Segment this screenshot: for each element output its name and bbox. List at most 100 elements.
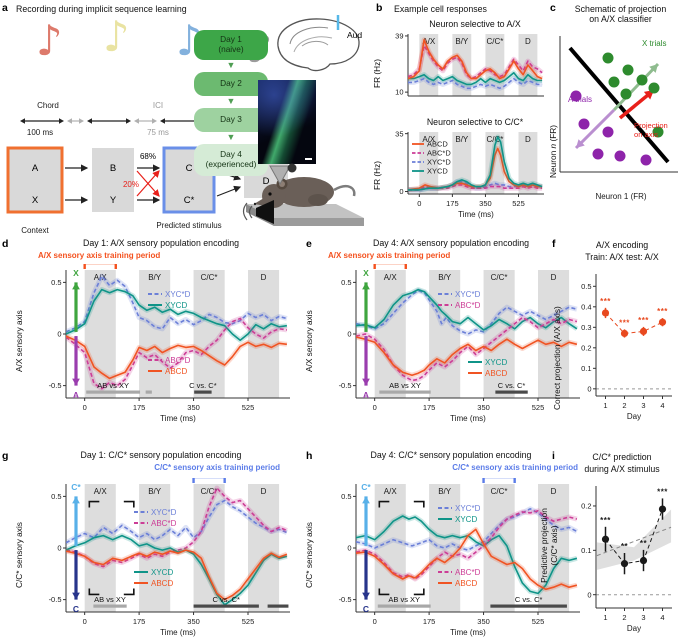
svg-text:XYC*D: XYC*D	[455, 290, 481, 299]
svg-text:525: 525	[242, 403, 255, 412]
chart-b-top: A/X B/Y C/C* D 39 10	[395, 32, 544, 97]
svg-text:**: **	[640, 539, 648, 548]
svg-text:B/Y: B/Y	[148, 487, 162, 496]
svg-text:C*: C*	[71, 482, 81, 492]
svg-text:0: 0	[57, 330, 61, 339]
svg-text:Time (ms): Time (ms)	[450, 628, 486, 637]
svg-text:4: 4	[660, 401, 664, 410]
svg-text:ABCD: ABCD	[427, 140, 448, 149]
svg-text:0.1: 0.1	[581, 364, 591, 373]
node-d: D	[263, 176, 270, 187]
chart-h: A/X B/Y C/C* D 0.5 0 -0.5 0 175 350 525 Time (ms) C*…	[339, 478, 580, 637]
svg-text:175: 175	[423, 403, 436, 412]
music-note-icon: ♪	[103, 12, 130, 61]
node-y: Y	[110, 195, 117, 206]
svg-text:ABCD: ABCD	[455, 579, 477, 588]
d-ylabel: A/X sensory axis	[14, 310, 24, 372]
mouse-tail	[333, 185, 356, 197]
panel-e-label: e	[306, 238, 312, 250]
svg-text:Time (ms): Time (ms)	[450, 414, 486, 423]
svg-text:10: 10	[395, 88, 403, 97]
svg-text:A/X: A/X	[384, 273, 398, 282]
svg-text:0: 0	[83, 403, 87, 412]
svg-text:350: 350	[477, 617, 490, 626]
c-xlabel: Neuron 1 (FR)	[595, 192, 647, 201]
day-label: Day 3	[220, 114, 242, 125]
panel-f-title1: A/X encoding	[595, 240, 649, 250]
svg-text:0.3: 0.3	[581, 323, 591, 332]
svg-text:XYCD: XYCD	[151, 568, 173, 577]
svg-text:525: 525	[512, 199, 525, 208]
svg-text:C/C*: C/C*	[201, 273, 218, 282]
predicted-stimulus-label: Predicted stimulus	[156, 221, 222, 230]
panel-a-label: a	[2, 2, 8, 14]
svg-text:B/Y: B/Y	[455, 135, 469, 144]
svg-text:350: 350	[479, 199, 492, 208]
svg-text:B/Y: B/Y	[438, 273, 452, 282]
svg-text:39: 39	[395, 32, 403, 41]
svg-text:C/C*: C/C*	[491, 487, 508, 496]
mouse-illustration-icon	[242, 163, 364, 226]
svg-text:D: D	[551, 273, 557, 282]
svg-text:0: 0	[399, 187, 403, 196]
svg-text:0: 0	[347, 544, 351, 553]
svg-text:A: A	[363, 390, 369, 400]
svg-text:35: 35	[395, 129, 403, 138]
svg-text:-0.5: -0.5	[339, 595, 352, 604]
panel-a-title: Recording during implicit sequence learn…	[16, 4, 187, 14]
panel-h-label: h	[306, 450, 313, 462]
svg-text:0: 0	[587, 384, 591, 393]
svg-text:***: ***	[600, 297, 611, 306]
node-a: A	[32, 163, 39, 174]
svg-text:0: 0	[347, 330, 351, 339]
svg-text:D: D	[261, 487, 267, 496]
svg-text:0: 0	[587, 590, 591, 599]
svg-text:C vs. C*: C vs. C*	[189, 381, 217, 390]
down-arrow-icon: ▼	[226, 60, 236, 70]
ici-label: ICI	[152, 101, 164, 110]
svg-text:175: 175	[446, 199, 459, 208]
g-training-label: C/C* sensory axis training period	[154, 463, 280, 472]
svg-text:-0.5: -0.5	[49, 381, 62, 390]
node-b: B	[110, 163, 116, 174]
day-label: Day 1	[220, 34, 242, 45]
day-label: Day 4	[220, 149, 242, 160]
svg-text:B/Y: B/Y	[455, 37, 469, 46]
svg-text:525: 525	[532, 403, 545, 412]
panel-i-title1: C/C* prediction	[592, 452, 652, 462]
middle-box	[92, 148, 134, 212]
i-ylabel-line2: (C/C* axis)	[548, 525, 559, 566]
day-box-3: Day 3	[194, 108, 268, 132]
svg-text:525: 525	[242, 617, 255, 626]
svg-text:0: 0	[417, 199, 421, 208]
ici-duration: 75 ms	[147, 128, 169, 137]
svg-text:0.5: 0.5	[581, 282, 591, 291]
node-c: C	[186, 163, 193, 174]
i-ylabel: Predictive projection (C/C* axis)	[539, 483, 559, 608]
prob-low-label: 20%	[123, 180, 139, 189]
panel-i-label: i	[552, 450, 555, 462]
panel-g-title: Day 1: C/C* sensory population encoding	[80, 450, 242, 460]
day-sub: (experienced)	[205, 159, 257, 169]
panel-b-label: b	[376, 2, 383, 14]
h-training-label: C/C* sensory axis training period	[452, 463, 578, 472]
chart-g: A/X B/Y C/C* D 0.5 0 -0.5 0 175 350 525 Time (ms) C*…	[49, 478, 290, 637]
svg-text:***: ***	[600, 516, 611, 525]
svg-text:0: 0	[373, 403, 377, 412]
svg-text:-0.5: -0.5	[339, 381, 352, 390]
svg-text:XYC*D: XYC*D	[165, 290, 191, 299]
h-ylabel: C/C* sensory axis	[304, 522, 314, 588]
svg-text:XYC*D: XYC*D	[427, 158, 451, 167]
chord-label: Chord	[37, 101, 59, 110]
svg-text:C/C*: C/C*	[201, 487, 218, 496]
prob-high-label: 68%	[140, 152, 156, 161]
svg-text:A/X: A/X	[94, 487, 108, 496]
b-bottom-ylabel: FR (Hz)	[372, 160, 382, 190]
svg-text:350: 350	[477, 403, 490, 412]
svg-text:2: 2	[622, 613, 626, 622]
svg-text:A trials: A trials	[568, 95, 592, 104]
svg-text:XYCD: XYCD	[485, 358, 507, 367]
chart-f: 0 0.1 0.2 0.3 0.4 0.5 1 2 3 4 Day *** *** *** ***	[581, 274, 672, 421]
